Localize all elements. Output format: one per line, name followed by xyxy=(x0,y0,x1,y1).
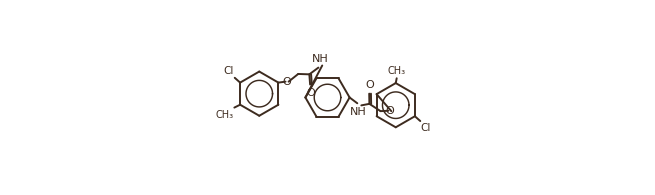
Text: NH: NH xyxy=(312,54,329,64)
Text: O: O xyxy=(283,77,291,87)
Text: Cl: Cl xyxy=(224,66,234,76)
Text: Cl: Cl xyxy=(421,123,431,133)
Text: O: O xyxy=(385,106,394,116)
Text: CH₃: CH₃ xyxy=(215,110,234,120)
Text: O: O xyxy=(307,88,315,98)
Text: O: O xyxy=(365,80,374,90)
Text: CH₃: CH₃ xyxy=(388,66,405,76)
Text: NH: NH xyxy=(350,107,367,117)
